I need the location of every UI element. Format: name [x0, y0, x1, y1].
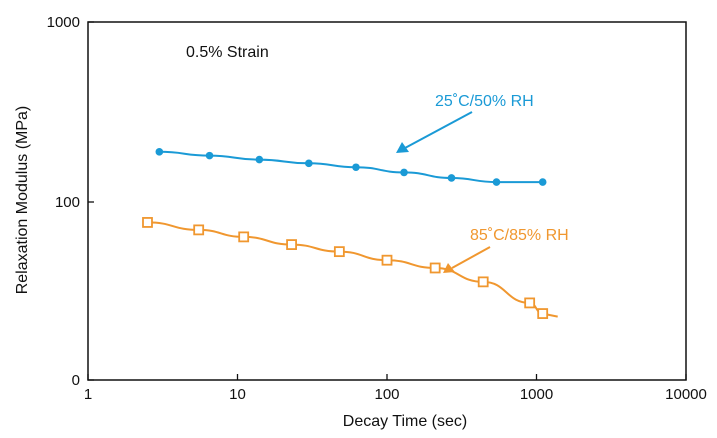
data-point: [255, 155, 264, 164]
data-point: [205, 151, 214, 160]
data-point: [524, 297, 536, 309]
data-point: [155, 148, 164, 156]
x-tick-label: 100: [374, 386, 399, 403]
data-point: [381, 254, 393, 266]
x-tick-label: 1000: [520, 386, 553, 403]
series-label-25c: 25˚C/50% RH: [435, 93, 534, 110]
plot-frame: [87, 21, 687, 381]
y-tick-label: 0: [72, 372, 80, 389]
x-axis-title: Decay Time (sec): [343, 413, 467, 430]
data-point: [286, 239, 297, 250]
data-point: [142, 217, 153, 228]
axis-ticks: 1 10 100 1000 10000 0 100 1000: [47, 14, 707, 403]
series-line: [159, 150, 543, 184]
data-point: [492, 178, 501, 186]
data-point: [477, 276, 489, 288]
data-point: [305, 159, 313, 168]
arrow-85c: [443, 246, 491, 273]
data-point: [238, 231, 250, 243]
series-label-85c: 85˚C/85% RH: [470, 227, 569, 244]
data-point: [537, 308, 549, 319]
y-tick-label: 1000: [47, 14, 80, 31]
data-point: [333, 246, 345, 258]
x-tick-label: 1: [84, 386, 92, 403]
data-point: [400, 168, 408, 177]
x-tick-label: 10: [229, 386, 246, 403]
data-point: [447, 174, 456, 182]
strain-annotation: 0.5% Strain: [186, 44, 269, 61]
data-point: [352, 163, 360, 172]
series-2: [142, 217, 558, 319]
data-point: [193, 224, 205, 236]
series-1: [155, 148, 547, 186]
series-line: [147, 221, 558, 318]
y-tick-label: 100: [55, 194, 80, 211]
y-axis-title: Relaxation Modulus (MPa): [14, 106, 31, 295]
arrow-25c: [396, 111, 473, 153]
series-layer: [142, 148, 558, 319]
x-tick-label: 10000: [665, 386, 707, 403]
data-point: [538, 178, 547, 186]
data-point: [429, 262, 441, 274]
